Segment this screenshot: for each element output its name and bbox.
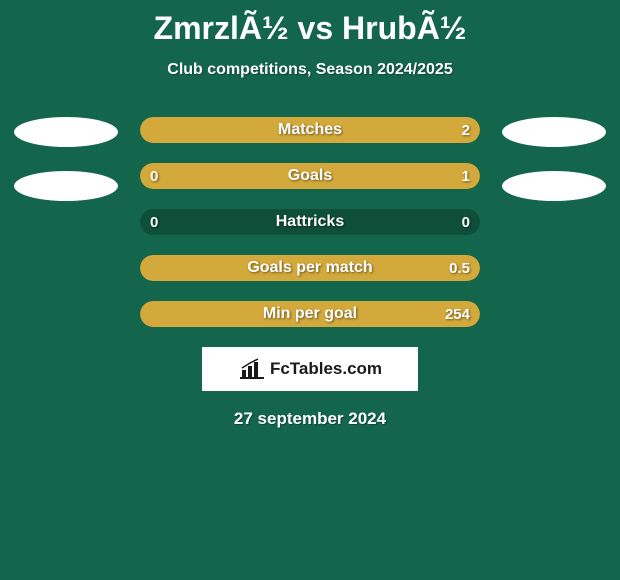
- stat-value-right: 2: [462, 117, 470, 143]
- source-badge-text: FcTables.com: [270, 359, 382, 379]
- page-title: ZmrzlÃ½ vs HrubÃ½: [0, 0, 620, 47]
- left-avatar-placeholder: [14, 117, 118, 147]
- stat-bar-goals: 0 Goals 1: [140, 163, 480, 189]
- right-avatar-placeholder: [502, 117, 606, 147]
- left-club-placeholder: [14, 171, 118, 201]
- stat-bar-goals-per-match: Goals per match 0.5: [140, 255, 480, 281]
- stat-bar-matches: Matches 2: [140, 117, 480, 143]
- stat-bar-hattricks: 0 Hattricks 0: [140, 209, 480, 235]
- left-avatar-col: [10, 117, 122, 225]
- stat-label: Goals per match: [140, 255, 480, 281]
- stat-value-right: 0: [462, 209, 470, 235]
- page-subtitle: Club competitions, Season 2024/2025: [0, 61, 620, 79]
- right-club-placeholder: [502, 171, 606, 201]
- stat-label: Min per goal: [140, 301, 480, 327]
- stat-bar-min-per-goal: Min per goal 254: [140, 301, 480, 327]
- right-avatar-col: [498, 117, 610, 225]
- stat-value-right: 1: [462, 163, 470, 189]
- date-label: 27 september 2024: [0, 409, 620, 429]
- stat-bars: Matches 2 0 Goals 1 0 Hattricks 0 Goals …: [140, 117, 480, 327]
- stat-label: Goals: [140, 163, 480, 189]
- bar-chart-icon: [238, 358, 264, 380]
- source-badge: FcTables.com: [202, 347, 418, 391]
- content-row: Matches 2 0 Goals 1 0 Hattricks 0 Goals …: [0, 117, 620, 327]
- stat-value-right: 0.5: [449, 255, 470, 281]
- stat-label: Matches: [140, 117, 480, 143]
- comparison-card: ZmrzlÃ½ vs HrubÃ½ Club competitions, Sea…: [0, 0, 620, 580]
- stat-value-right: 254: [445, 301, 470, 327]
- stat-label: Hattricks: [140, 209, 480, 235]
